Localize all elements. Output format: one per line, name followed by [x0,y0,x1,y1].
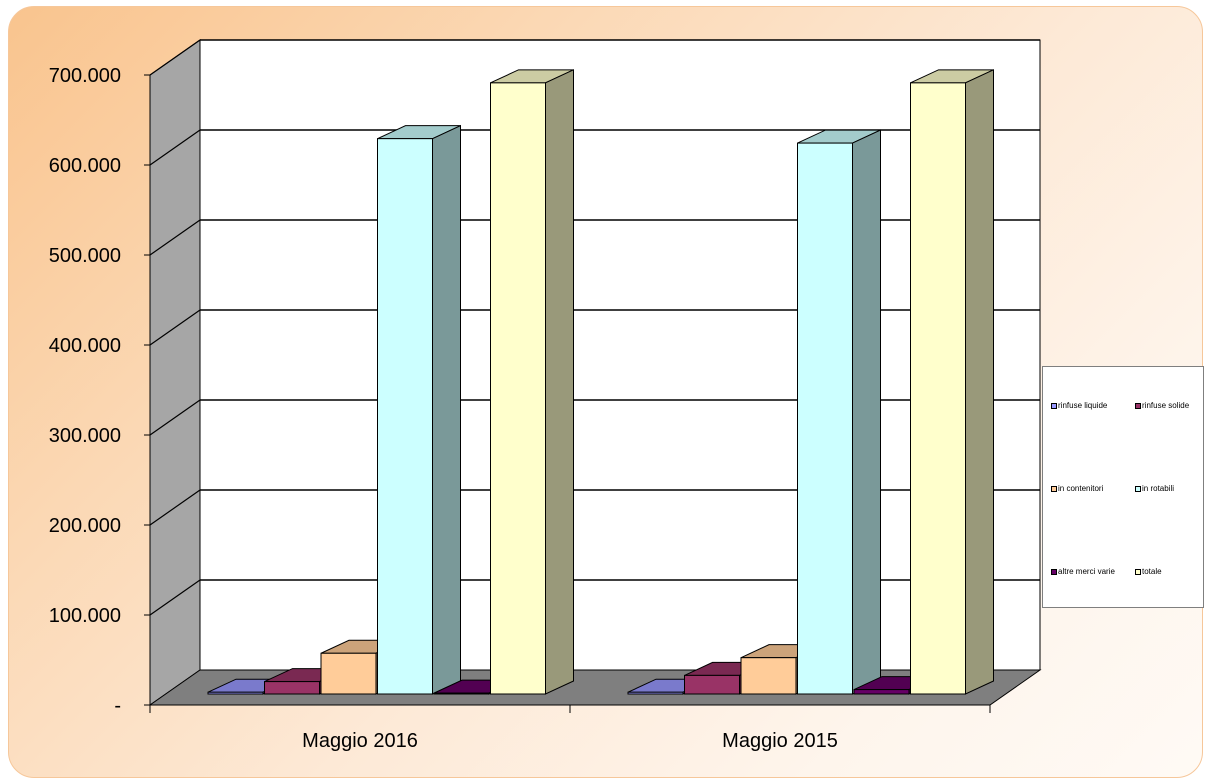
x-tick-labels: Maggio 2016 Maggio 2015 [302,730,838,752]
gridline-side [149,579,201,616]
gridline-side [149,309,201,346]
y-tick-label: 400.000 [49,335,121,357]
y-tick-label: 700.000 [49,65,121,87]
bar-front [433,692,490,695]
bar-side [545,69,574,695]
legend-label: rinfuse liquide [1058,401,1108,410]
y-tick-label: 100.000 [49,605,121,627]
gridlines [149,39,1040,616]
legend-item: altre merci varie [1051,567,1115,576]
x-tick-label: Maggio 2015 [722,730,838,752]
bar-front [740,657,797,695]
bar-front [490,82,546,695]
gridline-side [149,399,201,436]
bar-totale [490,69,574,695]
y-tick-label: 300.000 [49,425,121,447]
y-tick-label: 200.000 [49,515,121,537]
bar-front [627,691,684,695]
legend-item: in contenitori [1051,484,1103,493]
legend-item: totale [1135,567,1162,576]
bar-front [320,652,377,695]
bar-totale [910,69,994,695]
legend-swatch [1135,568,1141,575]
legend-swatch [1135,485,1141,492]
bar-front [797,142,853,695]
bar-side [852,129,881,695]
y-tick-label: - [114,695,121,717]
bars [207,69,994,695]
legend-item: rinfuse solide [1135,401,1189,410]
legend-swatch [1051,568,1057,575]
side-wall [149,39,201,706]
legend-label: rinfuse solide [1142,401,1190,410]
legend-label: in contenitori [1058,484,1104,493]
bar-side [965,69,994,695]
bar-front [207,691,264,695]
legend-label: totale [1142,567,1162,576]
bar-front [853,689,910,695]
legend-label: in rotabili [1142,484,1175,493]
bar-front [264,681,320,695]
gridline-side [149,129,201,166]
legend-swatch [1051,485,1057,492]
bar-front [684,674,740,695]
legend-swatch [1051,402,1057,409]
bar-in-rotabili [797,129,881,695]
bar-front [377,138,433,695]
gridline-side [149,489,201,526]
legend: rinfuse liquide rinfuse solide in contenit… [1042,366,1204,608]
bar-side [432,124,461,695]
x-tick-label: Maggio 2016 [302,730,418,752]
legend-item: in rotabili [1135,484,1174,493]
y-tick-label: 500.000 [49,245,121,267]
y-tick-label: 600.000 [49,155,121,177]
gridline-side [149,39,201,76]
axes [144,74,991,713]
chart-walls [148,39,1042,706]
bar-in-rotabili [377,124,461,695]
legend-swatch [1135,402,1141,409]
gridline-side [149,219,201,256]
bar-front [910,82,966,695]
legend-label: altre merci varie [1058,567,1115,576]
legend-item: rinfuse liquide [1051,401,1107,410]
y-tick-labels: - 100.000 200.000 300.000 400.000 500.000 600.… [49,65,121,717]
